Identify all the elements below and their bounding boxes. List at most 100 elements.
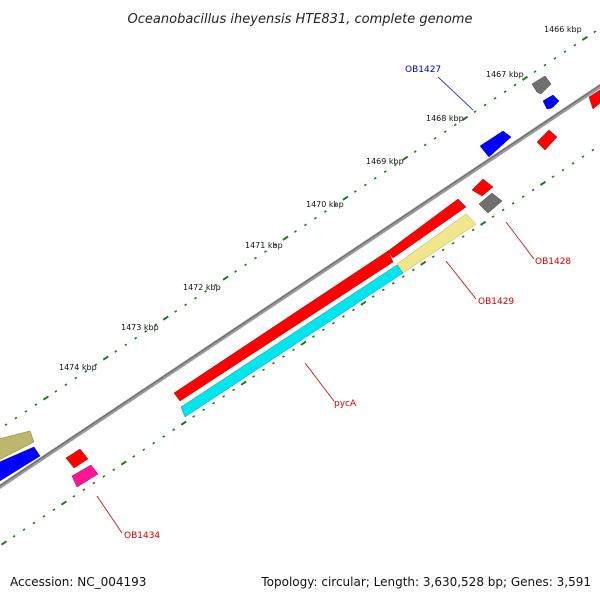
gene-arrow-gray-small[interactable]: [531, 75, 552, 95]
inner-tick-minor: [32, 521, 36, 525]
outer-tick-minor: [313, 216, 317, 220]
inner-tick-minor: [232, 388, 236, 392]
inner-tick-minor: [52, 508, 56, 512]
inner-tick-minor: [531, 188, 535, 192]
gene-arrow-red-small-left[interactable]: [65, 448, 89, 469]
inner-tick-minor: [272, 361, 275, 365]
forward-strand-genes: [0, 75, 600, 484]
outer-tick-minor: [234, 270, 238, 273]
outer-tick-minor: [553, 57, 557, 60]
inner-tick-minor: [92, 481, 96, 485]
inner-tick-major: [300, 340, 307, 346]
inner-tick-minor: [162, 435, 166, 438]
outer-tick-minor: [433, 136, 437, 140]
inner-tick-minor: [391, 281, 395, 285]
inner-tick-major: [180, 420, 187, 426]
inner-tick-minor: [331, 321, 335, 325]
gene-arrow-red-edge[interactable]: [588, 89, 600, 110]
outer-tick-minor: [563, 50, 567, 54]
inner-tick-major: [0, 540, 8, 546]
outer-tick-minor: [533, 70, 537, 74]
outer-tick-minor: [184, 303, 188, 307]
inner-tick-minor: [351, 308, 355, 312]
gene-arrow-ob1427[interactable]: [479, 130, 512, 158]
tick-label-1466: 1466 kbp: [544, 25, 582, 34]
inner-tick-minor: [112, 468, 116, 472]
outer-tick-minor: [573, 43, 577, 47]
inner-tick-minor: [72, 495, 76, 498]
outer-tick-major: [42, 395, 49, 401]
inner-tick-minor: [42, 515, 46, 518]
inner-tick-major: [120, 460, 127, 466]
outer-tick-minor: [363, 183, 367, 187]
gene-label-ob1427[interactable]: OB1427: [405, 65, 441, 75]
inner-tick-minor: [212, 401, 216, 405]
outer-tick-minor: [323, 210, 327, 213]
tick-label-1472: 1472 kbp: [183, 283, 221, 292]
inner-tick-minor: [192, 415, 196, 418]
outer-tick-minor: [413, 150, 417, 153]
outer-tick-track: [4, 30, 597, 426]
gene-label-ob1429[interactable]: OB1429: [478, 297, 514, 307]
inner-tick-minor: [292, 348, 295, 352]
tick-label-1471: 1471 kbp: [245, 241, 283, 250]
gene-arrow-pyca[interactable]: [180, 264, 404, 418]
outer-tick-minor: [14, 416, 18, 420]
tick-label-1473: 1473 kbp: [121, 323, 159, 332]
gene-arrow-olive-left[interactable]: [0, 430, 35, 462]
leader-ob1429: [445, 260, 477, 300]
outer-tick-major: [102, 355, 109, 361]
inner-tick-minor: [521, 195, 525, 198]
outer-tick-minor: [4, 423, 8, 426]
gene-arrow-blue-small[interactable]: [542, 94, 560, 110]
gene-arrow-ob1434[interactable]: [71, 464, 99, 488]
outer-tick-minor: [54, 390, 58, 393]
gene-arrow-red-small-right[interactable]: [536, 129, 558, 151]
outer-tick-minor: [503, 90, 507, 93]
outer-tick-major: [342, 195, 349, 201]
outer-tick-minor: [134, 336, 138, 340]
inner-tick-minor: [371, 295, 375, 298]
inner-tick-major: [240, 380, 247, 386]
inner-tick-minor: [262, 368, 265, 372]
outer-tick-minor: [74, 376, 78, 380]
inner-tick-minor: [341, 315, 345, 318]
inner-tick-minor: [202, 408, 206, 412]
inner-tick-minor: [321, 328, 325, 332]
inner-tick-major: [480, 220, 487, 226]
label-leaders: [96, 76, 535, 534]
gene-arrow-red-long-tail[interactable]: [387, 198, 467, 259]
outer-tick-major: [222, 275, 229, 281]
gene-labels: OB1427 OB1428 OB1429 pycA OB1434: [124, 65, 571, 541]
inner-tick-minor: [282, 355, 285, 358]
inner-tick-minor: [381, 288, 385, 292]
inner-tick-minor: [461, 235, 465, 238]
outer-tick-minor: [543, 63, 547, 67]
gene-label-pyca[interactable]: pycA: [334, 399, 357, 409]
outer-tick-minor: [473, 110, 477, 113]
gene-label-ob1434[interactable]: OB1434: [124, 531, 160, 541]
gene-label-ob1428[interactable]: OB1428: [535, 257, 571, 267]
inner-tick-minor: [222, 395, 226, 398]
outer-tick-minor: [214, 283, 218, 287]
gene-arrow-ob1428[interactable]: [478, 192, 503, 214]
gene-arrow-red-small[interactable]: [471, 178, 494, 197]
inner-tick-minor: [22, 528, 26, 531]
inner-tick-minor: [561, 168, 565, 172]
outer-tick-minor: [373, 176, 377, 180]
outer-tick-major: [462, 115, 469, 121]
reverse-strand-genes: [65, 129, 558, 488]
genome-summary-text: Topology: circular; Length: 3,630,528 bp…: [260, 575, 591, 589]
outer-tick-minor: [333, 203, 337, 207]
outer-tick-minor: [303, 223, 307, 227]
inner-tick-minor: [142, 448, 146, 452]
genome-backbone-edge: [0, 84, 600, 487]
inner-tick-major: [420, 260, 427, 266]
gene-arrow-red-long[interactable]: [173, 250, 394, 402]
outer-tick-major: [581, 35, 588, 41]
outer-tick-minor: [24, 410, 28, 413]
tick-label-1470: 1470 kbp: [306, 200, 344, 209]
gene-arrow-blue-left[interactable]: [0, 446, 41, 484]
outer-tick-major: [521, 75, 529, 81]
inner-tick-minor: [451, 241, 455, 245]
